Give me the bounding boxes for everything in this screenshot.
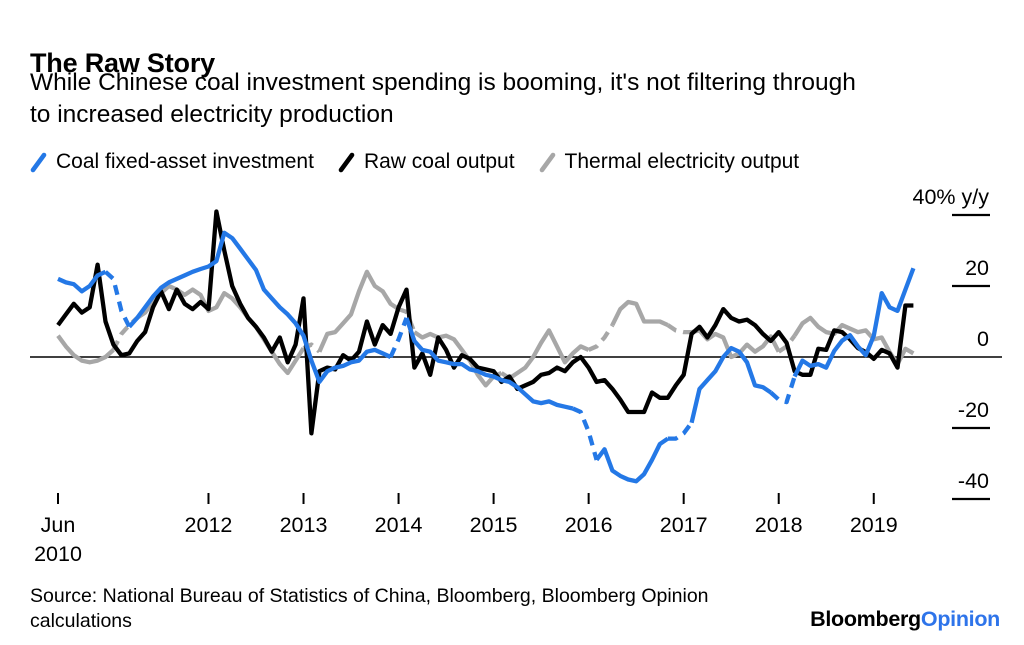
x-axis-label: 2016 — [564, 513, 613, 537]
coal-fixed-asset-investment-line — [57, 269, 107, 294]
legend-label: Coal fixed-asset investment — [56, 150, 314, 173]
x-axis-label: 2017 — [659, 513, 708, 537]
x-axis-label: Jun — [40, 513, 76, 537]
y-axis-label: -40 — [957, 469, 989, 493]
y-axis-label: -20 — [957, 398, 989, 422]
thermal-electricity-output-line — [666, 323, 692, 335]
x-axis-label: 2010 — [34, 542, 82, 566]
thermal-electricity-output-line — [413, 330, 496, 388]
thermal-electricity-output-line — [56, 334, 115, 365]
y-axis-label: 20 — [965, 256, 989, 280]
x-axis-label: 2013 — [279, 513, 328, 537]
x-axis-label: 2018 — [754, 513, 803, 537]
chart-subtitle: While Chinese coal investment spending i… — [30, 67, 1005, 131]
thermal-electricity-output-line — [610, 299, 669, 328]
coal-fixed-asset-investment-line — [594, 436, 670, 484]
legend-item-thermal-electricity-output: Thermal electricity output — [539, 150, 800, 174]
coal-fixed-asset-investment-line — [388, 317, 409, 358]
source-note: Source: National Bureau of Statistics of… — [30, 584, 709, 634]
x-axis-label: 2019 — [849, 513, 898, 537]
thermal-electricity-output-line — [136, 283, 306, 376]
bloomberg-opinion-logo: BloombergOpinion — [810, 607, 1000, 632]
black-slash-icon — [338, 152, 355, 172]
coal-fixed-asset-investment-line — [571, 406, 599, 461]
coal-fixed-asset-investment-line — [667, 421, 694, 441]
coal-fixed-asset-investment-line — [769, 375, 797, 405]
legend-item-coal-fixed-asset-investment: Coal fixed-asset investment — [30, 150, 314, 174]
legend-label: Raw coal output — [363, 150, 515, 173]
x-axis-label: 2012 — [184, 513, 233, 537]
chart-subtitle-line1: While Chinese coal investment spending i… — [30, 69, 856, 96]
coal-fixed-asset-investment-line — [104, 270, 132, 328]
thermal-electricity-output-line — [500, 328, 590, 381]
raw-coal-output-line — [56, 209, 914, 436]
blue-slash-icon — [30, 152, 47, 172]
logo-opinion-text: Opinion — [920, 607, 1000, 631]
legend-item-raw-coal-output: Raw coal output — [338, 150, 515, 174]
coal-fixed-asset-investment-line — [792, 267, 916, 378]
thermal-electricity-output-line — [587, 323, 615, 352]
x-axis-label: 2015 — [469, 513, 518, 537]
source-line1: Source: National Bureau of Statistics of… — [30, 585, 709, 607]
legend-label: Thermal electricity output — [564, 150, 800, 173]
thermal-electricity-output-line — [317, 269, 400, 353]
chart-title: The Raw Story — [30, 48, 215, 79]
y-axis-label: 0 — [977, 327, 989, 351]
chart-legend: Coal fixed-asset investment Raw coal out… — [30, 150, 799, 174]
gray-slash-icon — [539, 152, 555, 172]
coal-fixed-asset-investment-line — [127, 230, 392, 385]
coal-fixed-asset-investment-line — [404, 317, 574, 411]
logo-bloomberg-text: Bloomberg — [810, 607, 921, 631]
chart-subtitle-line2: to increased electricity production — [30, 101, 394, 128]
x-axis-label: 2014 — [374, 513, 423, 537]
source-line2: calculations — [30, 610, 132, 632]
y-axis-label: 40% y/y — [912, 185, 989, 209]
coal-fixed-asset-investment-line — [689, 345, 772, 424]
